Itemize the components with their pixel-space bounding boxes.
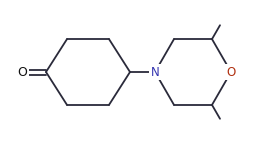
Text: O: O bbox=[17, 66, 27, 78]
Text: O: O bbox=[226, 66, 236, 78]
Text: N: N bbox=[151, 66, 159, 78]
